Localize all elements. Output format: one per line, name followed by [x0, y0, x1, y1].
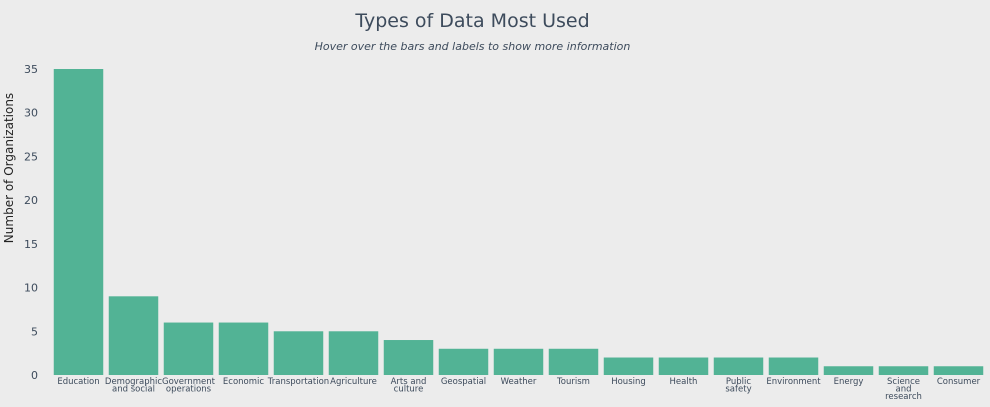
bar[interactable] — [383, 340, 434, 375]
bars — [53, 69, 984, 375]
y-tick-label: 20 — [24, 194, 38, 207]
x-tick-label[interactable]: Tourism — [556, 377, 590, 387]
x-tick-label[interactable]: Agriculture — [330, 377, 377, 387]
bar[interactable] — [878, 366, 929, 375]
x-tick-label[interactable]: Housing — [611, 377, 646, 387]
bar[interactable] — [548, 348, 599, 375]
bar[interactable] — [273, 331, 324, 375]
bar[interactable] — [603, 357, 654, 375]
x-tick-label[interactable]: Geospatial — [441, 377, 486, 387]
bar[interactable] — [658, 357, 709, 375]
y-tick-label: 5 — [31, 325, 38, 338]
x-tick-label[interactable]: Demographic and social — [105, 377, 162, 395]
x-tick-label[interactable]: Transportation — [267, 377, 329, 387]
y-tick-label: 15 — [24, 238, 38, 251]
y-tick-label: 0 — [31, 369, 38, 382]
chart-title: Types of Data Most Used — [355, 10, 590, 32]
x-tick-label[interactable]: Arts and culture — [391, 377, 427, 395]
bar[interactable] — [493, 348, 544, 375]
bar[interactable] — [438, 348, 489, 375]
x-axis-labels: Education Demographic and socialGovernment… — [57, 377, 980, 402]
bar[interactable] — [163, 322, 214, 375]
y-axis-ticks: 0 5 10 15 20 25 30 35 — [24, 63, 38, 382]
bar[interactable] — [823, 366, 874, 375]
x-tick-label[interactable]: Environment — [766, 377, 821, 387]
x-tick-label[interactable]: Public safety — [725, 377, 751, 395]
y-tick-label: 10 — [24, 282, 38, 295]
y-tick-label: 25 — [24, 150, 38, 163]
x-tick-label[interactable]: Consumer — [937, 377, 981, 387]
x-tick-label[interactable]: Education — [57, 377, 99, 387]
chart-subtitle: Hover over the bars and labels to show m… — [314, 40, 631, 53]
x-tick-label[interactable]: Health — [670, 377, 698, 387]
x-tick-label[interactable]: Energy — [834, 377, 864, 387]
y-axis-label: Number of Organizations — [2, 93, 16, 243]
x-tick-label[interactable]: Weather — [501, 377, 537, 387]
y-tick-label: 35 — [24, 63, 38, 76]
bar[interactable] — [218, 322, 269, 375]
bar[interactable] — [108, 296, 159, 375]
bar[interactable] — [768, 357, 819, 375]
x-tick-label[interactable]: Science and research — [885, 377, 922, 402]
x-tick-label[interactable]: Government operations — [162, 377, 216, 395]
x-tick-label[interactable]: Economic — [223, 377, 264, 387]
y-tick-label: 30 — [24, 107, 38, 120]
bar[interactable] — [328, 331, 379, 375]
bar[interactable] — [933, 366, 984, 375]
bar[interactable] — [53, 69, 104, 375]
bar[interactable] — [713, 357, 764, 375]
